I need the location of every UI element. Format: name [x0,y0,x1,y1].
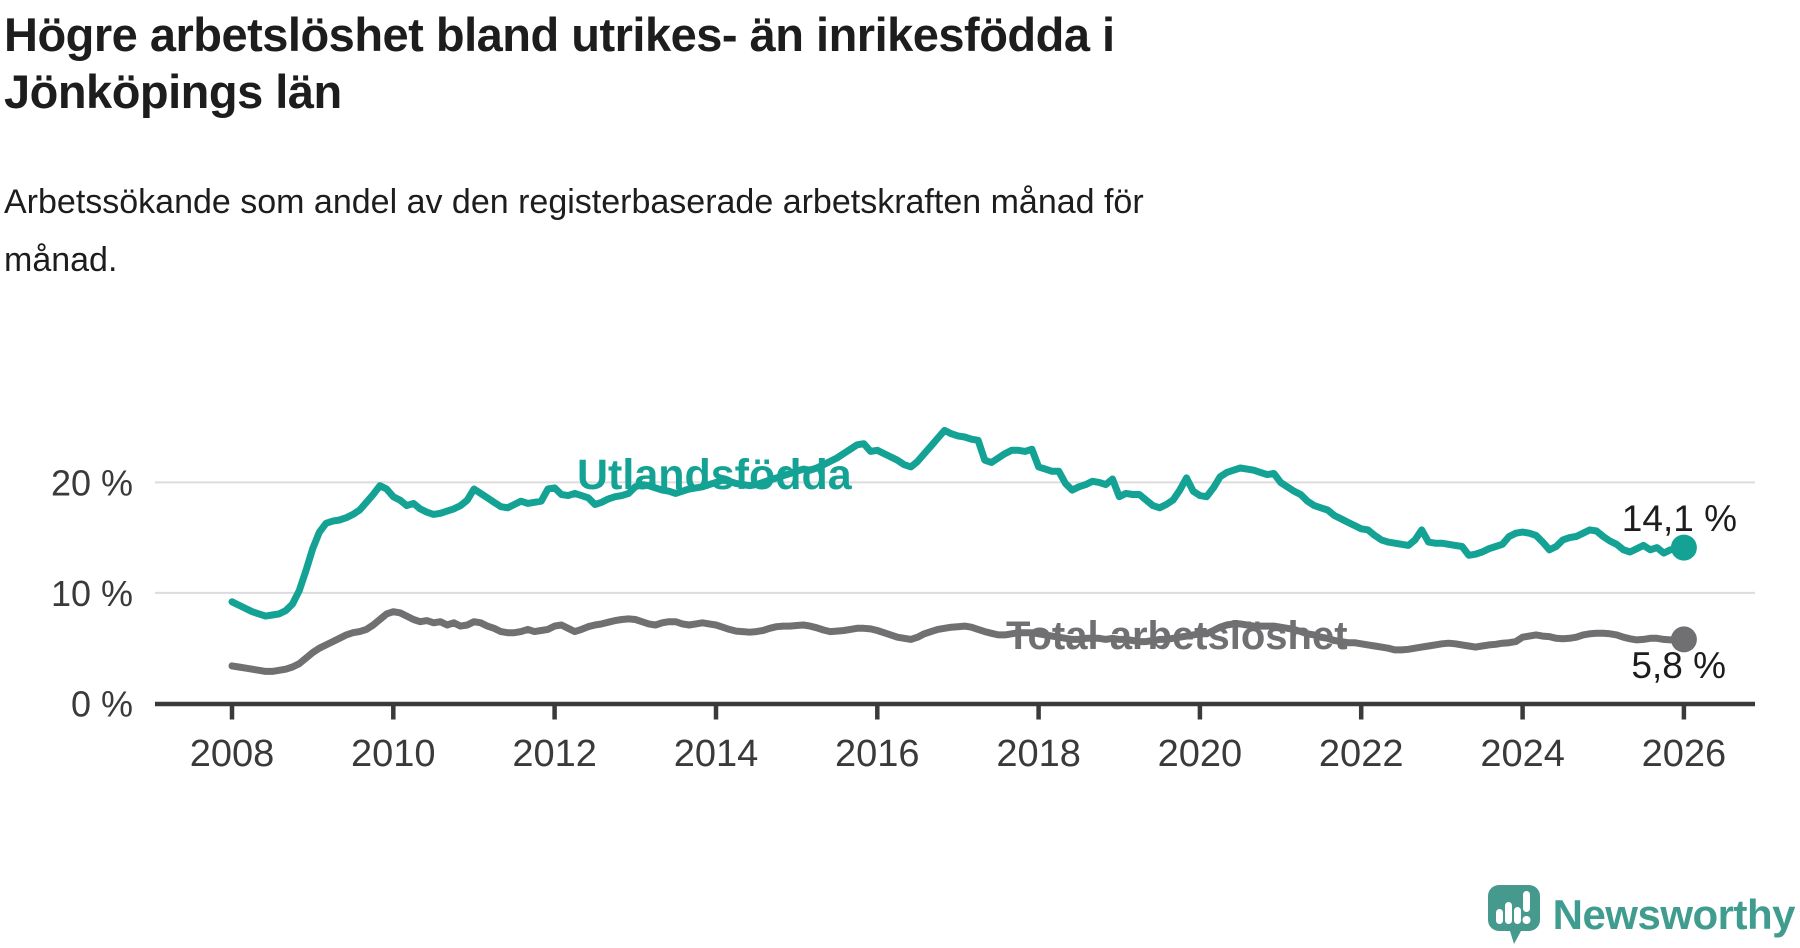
x-tick-label: 2008 [190,733,275,775]
x-tick-label: 2026 [1642,733,1727,775]
y-tick-label: 10 % [51,573,133,614]
exclamation-dot-icon [1522,916,1531,924]
x-tick-label: 2014 [674,733,759,775]
bar-icon-3 [1513,907,1521,924]
end-dot-total [1670,626,1697,653]
chart-subtitle-line2: månad. [4,241,118,280]
series-label-utlandsfodda: Utlandsfödda [577,451,853,499]
chart-title-line2: Jönköpings län [4,65,342,119]
series-line-total [228,608,1688,675]
x-tick-label: 2016 [835,733,920,775]
newsworthy-logo-text: Newsworthy [1552,891,1796,938]
chart-subtitle: Arbetssökande som andel av den registerb… [4,173,1604,290]
chart-header: Högre arbetslöshet bland utrikes- än inr… [4,6,1604,290]
bar-icon-2 [1504,902,1512,924]
newsworthy-logo-icon [1487,885,1540,944]
chart-title-line1: Högre arbetslöshet bland utrikes- än inr… [4,8,1115,61]
x-tick-label: 2022 [1319,733,1404,775]
x-tick-label: 2018 [996,733,1081,775]
x-tick-label: 2012 [512,733,597,775]
chart-subtitle-line1: Arbetssökande som andel av den registerb… [4,182,1144,221]
y-tick-label: 0 % [71,684,133,725]
series-label-total: Total arbetslöshet [1006,614,1348,658]
series-line-utlandsfodda [228,426,1688,620]
x-tick-label: 2010 [351,733,436,775]
bar-icon-1 [1495,909,1503,924]
newsworthy-logo: Newsworthy [1487,884,1796,946]
end-dot-utlandsfodda [1670,534,1697,561]
end-value-label-utlandsfodda: 14,1 % [1622,498,1737,539]
x-tick-label: 2020 [1158,733,1243,775]
x-tick-label: 2024 [1480,733,1565,775]
chart-title: Högre arbetslöshet bland utrikes- än inr… [4,6,1604,121]
exclamation-bar-icon [1522,891,1530,912]
y-tick-label: 20 % [51,462,133,503]
end-value-label-total: 5,8 % [1631,645,1726,686]
